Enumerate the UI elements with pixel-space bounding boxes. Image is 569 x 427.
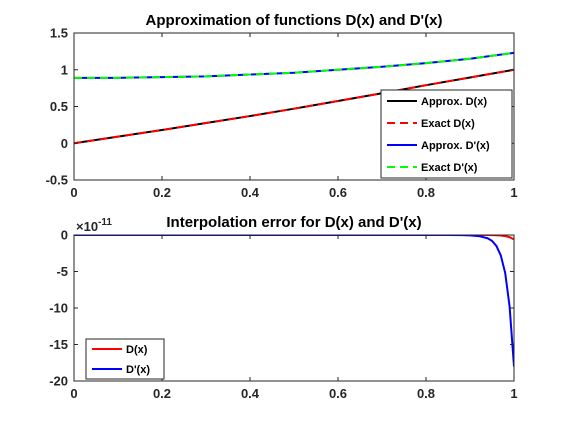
y-multiplier-exponent: -11	[98, 217, 112, 228]
chart-title-interpolation-error: Interpolation error for D(x) and D'(x)	[166, 214, 421, 231]
plot-approximation: Approximation of functions D(x) and D'(x…	[46, 12, 518, 200]
series-line-exact-d-x-	[74, 51, 514, 79]
x-tick-label: 0.8	[417, 386, 435, 401]
x-tick-label: 1	[510, 386, 517, 401]
series-line-approx-d-x-	[74, 51, 514, 79]
x-tick-label: 1	[510, 185, 517, 200]
x-tick-label: 0.2	[153, 185, 171, 200]
x-tick-label: 0.4	[241, 386, 260, 401]
legend-entry: Exact D(x)	[421, 118, 475, 130]
legend-interpolation-error: D(x) D'(x)	[85, 338, 165, 380]
legend-entry: Exact D'(x)	[421, 162, 478, 174]
y-tick-label: 1.5	[50, 26, 68, 41]
y-tick-label: 0	[61, 228, 68, 243]
x-tick-label: 0.6	[329, 386, 347, 401]
legend-entry: Approx. D(x)	[421, 96, 487, 108]
y-tick-label: 0	[61, 136, 68, 151]
y-tick-label: 0.5	[50, 99, 68, 114]
y-multiplier-base: ×10	[76, 219, 98, 234]
y-tick-label: 1	[61, 62, 68, 77]
y-multiplier-label: ×10-11	[76, 217, 112, 234]
y-tick-label: -15	[49, 337, 68, 352]
x-tick-label: 0	[70, 185, 77, 200]
legend-box	[380, 89, 513, 179]
legend-approximation: Approx. D(x) Exact D(x) Approx. D'(x) Exact…	[380, 89, 513, 179]
legend-box	[85, 338, 165, 380]
x-tick-label: 0.8	[417, 185, 435, 200]
y-tick-label: -10	[49, 301, 68, 316]
x-tick-label: 0.2	[153, 386, 171, 401]
y-tick-label: -5	[56, 264, 68, 279]
chart-title-approximation: Approximation of functions D(x) and D'(x…	[146, 12, 443, 29]
series-line-exact-d-x-	[74, 68, 514, 145]
plot-interpolation-error: Interpolation error for D(x) and D'(x) ×…	[49, 214, 517, 401]
x-tick-label: 0.4	[241, 185, 260, 200]
y-tick-label: -20	[49, 374, 68, 389]
legend-entry: D(x)	[126, 344, 148, 356]
y-tick-label: -0.5	[46, 173, 68, 188]
legend-entry: Approx. D'(x)	[421, 140, 490, 152]
x-tick-label: 0	[70, 386, 77, 401]
x-tick-label: 0.6	[329, 185, 347, 200]
legend-entry: D'(x)	[126, 364, 150, 376]
